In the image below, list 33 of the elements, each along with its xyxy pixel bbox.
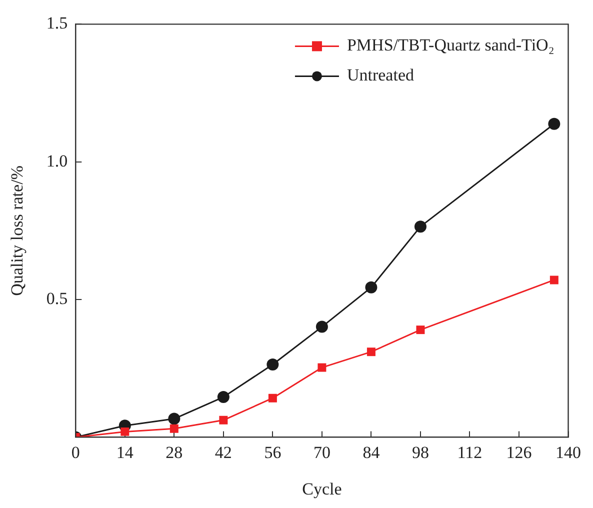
point [170, 424, 178, 433]
point [120, 427, 130, 436]
legend-label: PMHS/TBT-Quartz sand-TiO₂ [346, 36, 554, 55]
point [266, 358, 279, 371]
point [365, 281, 378, 294]
x-tick-label: 98 [412, 442, 429, 462]
point [318, 363, 326, 372]
point [168, 412, 180, 425]
y-tick-label: 1.0 [46, 151, 68, 170]
point [316, 320, 328, 333]
x-tick-label: 126 [506, 442, 532, 462]
legend-label: Untreated [346, 66, 414, 85]
x-tick-label: 84 [362, 442, 380, 462]
point [217, 391, 230, 403]
point [550, 276, 558, 284]
x-tick-label: 14 [116, 442, 134, 462]
x-tick-label: 140 [556, 442, 581, 462]
x-tick-label: 112 [457, 442, 482, 462]
y-tick-label: 1.5 [46, 14, 68, 33]
x-tick-label: 28 [166, 442, 183, 462]
point [268, 394, 277, 402]
x-tick-label: 56 [264, 442, 282, 462]
point [416, 326, 425, 334]
x-tick-label: 70 [313, 442, 330, 462]
point [366, 348, 376, 356]
point [548, 118, 560, 130]
y-tick-label: 0.5 [46, 289, 68, 308]
point [219, 416, 228, 424]
x-tick-label: 42 [214, 442, 232, 462]
point [414, 220, 426, 233]
x-tick-label: 0 [71, 442, 80, 462]
x-axis-title: Cycle [302, 479, 342, 498]
y-axis-title: Quality loss rate/% [8, 166, 27, 296]
